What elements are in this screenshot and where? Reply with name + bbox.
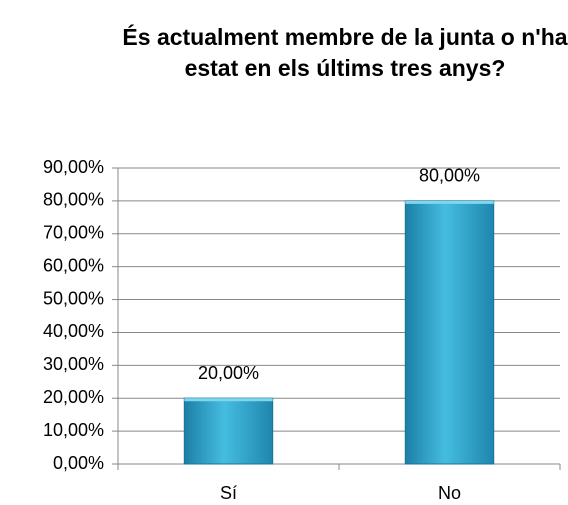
bar-top xyxy=(405,200,494,204)
y-tick-label: 20,00% xyxy=(43,387,104,407)
y-tick-label: 70,00% xyxy=(43,223,104,243)
y-tick-label: 0,00% xyxy=(53,453,104,473)
bar xyxy=(404,200,495,465)
bar-top xyxy=(184,398,273,402)
y-tick-label: 30,00% xyxy=(43,354,104,374)
y-tick-label: 60,00% xyxy=(43,255,104,275)
y-tick-label: 10,00% xyxy=(43,420,104,440)
data-label: 20,00% xyxy=(198,363,259,383)
x-tick-label: No xyxy=(438,483,461,503)
bar xyxy=(183,397,274,465)
data-label: 80,00% xyxy=(419,166,480,186)
y-tick-label: 50,00% xyxy=(43,288,104,308)
y-tick-label: 40,00% xyxy=(43,321,104,341)
x-tick-label: Sí xyxy=(220,483,237,503)
chart-title: És actualment membre de la junta o n'ha … xyxy=(122,24,568,81)
y-tick-label: 80,00% xyxy=(43,190,104,210)
y-tick-label: 90,00% xyxy=(43,157,104,177)
